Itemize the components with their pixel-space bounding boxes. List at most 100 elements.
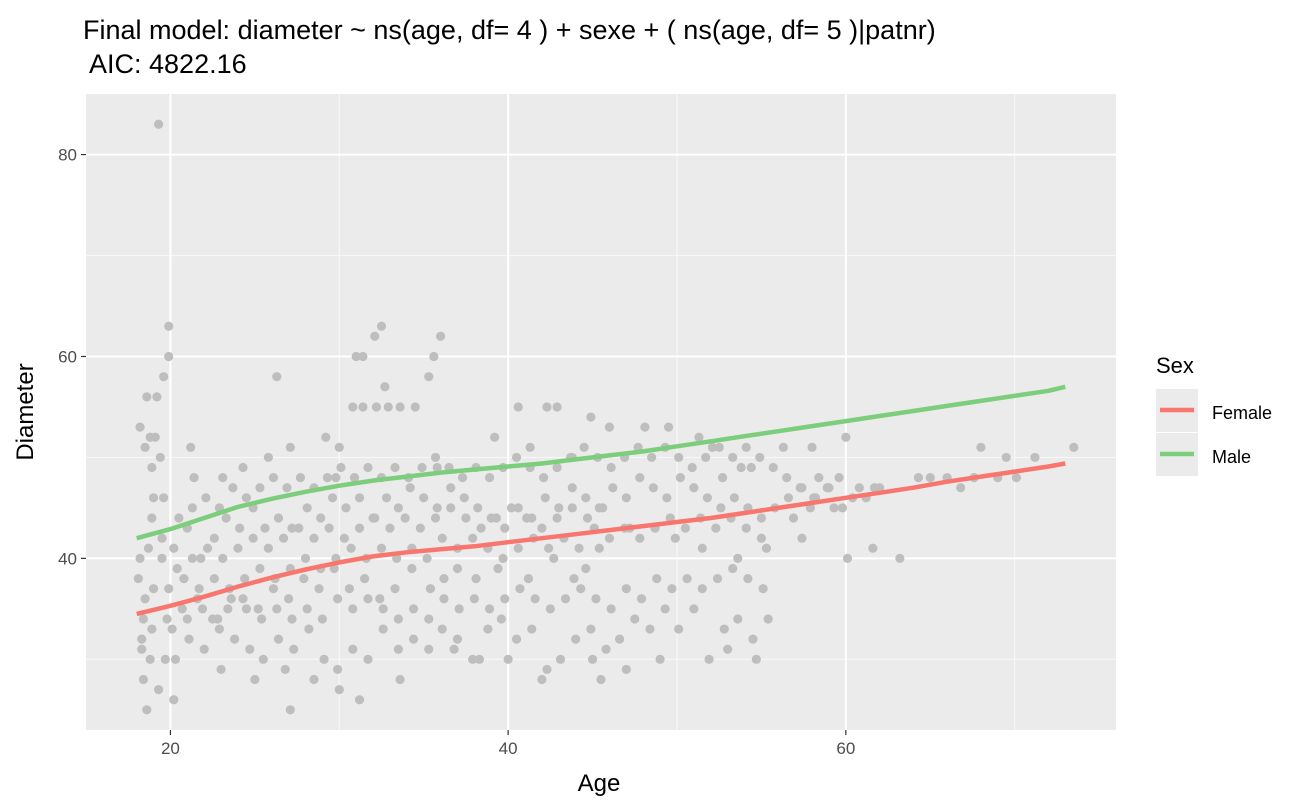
- data-point: [147, 513, 157, 523]
- data-point: [452, 563, 463, 574]
- data-point: [503, 654, 513, 664]
- series-line-male: [136, 384, 1066, 541]
- data-point: [663, 422, 674, 432]
- data-point: [405, 483, 415, 493]
- data-point: [263, 543, 273, 553]
- data-point: [604, 422, 615, 432]
- data-point: [1030, 452, 1040, 463]
- data-point: [137, 634, 147, 644]
- data-point: [393, 644, 403, 654]
- data-point: [581, 563, 591, 574]
- data-point: [483, 624, 493, 634]
- data-point: [768, 462, 778, 473]
- data-point: [143, 543, 154, 553]
- data-point: [552, 402, 562, 412]
- data-point: [814, 473, 824, 483]
- data-point: [758, 584, 768, 594]
- data-point: [299, 573, 309, 584]
- data-point: [294, 523, 304, 533]
- data-point: [324, 523, 334, 533]
- data-point: [424, 614, 434, 624]
- data-point: [159, 493, 169, 503]
- data-point: [341, 503, 351, 513]
- data-point: [304, 624, 314, 634]
- data-point: [354, 695, 365, 705]
- data-point: [273, 513, 284, 523]
- data-point: [635, 533, 645, 543]
- data-point: [228, 483, 238, 493]
- y-tick-label: 60: [58, 347, 77, 366]
- data-point: [621, 493, 631, 503]
- data-point: [976, 442, 986, 452]
- data-point: [729, 493, 739, 503]
- data-point: [240, 573, 250, 584]
- data-point: [712, 573, 723, 584]
- data-point: [435, 331, 446, 341]
- legend-title: Sex: [1156, 353, 1194, 378]
- data-point: [417, 462, 427, 473]
- data-point: [154, 685, 164, 695]
- data-point: [282, 483, 292, 493]
- data-point: [302, 503, 312, 513]
- data-point: [763, 614, 773, 624]
- legend-label-male: Male: [1212, 447, 1251, 467]
- data-point: [549, 553, 559, 563]
- data-point: [170, 654, 181, 664]
- data-point: [268, 584, 279, 594]
- data-point: [393, 614, 403, 624]
- data-point: [221, 513, 231, 523]
- data-point: [363, 462, 373, 473]
- data-point: [687, 462, 697, 473]
- data-point: [348, 402, 358, 412]
- data-point: [674, 452, 684, 463]
- data-point: [172, 563, 182, 574]
- data-point: [468, 654, 478, 664]
- data-point: [956, 483, 966, 493]
- data-point: [395, 402, 405, 412]
- data-point: [571, 634, 581, 644]
- data-point: [317, 614, 327, 624]
- data-point: [837, 503, 848, 513]
- data-point: [370, 513, 380, 523]
- data-point: [235, 523, 245, 533]
- data-point: [145, 654, 155, 664]
- data-point: [682, 573, 692, 584]
- data-point: [148, 584, 159, 594]
- data-point: [331, 473, 341, 483]
- data-point: [260, 523, 270, 533]
- data-point: [459, 493, 469, 503]
- data-point: [552, 462, 562, 473]
- data-point: [255, 483, 265, 493]
- data-point: [741, 442, 751, 452]
- data-point: [336, 462, 346, 473]
- data-point: [542, 402, 552, 412]
- data-point: [390, 462, 400, 473]
- data-point: [202, 543, 213, 553]
- data-point: [385, 523, 395, 533]
- data-point: [674, 624, 684, 634]
- data-point: [476, 523, 486, 533]
- data-point: [567, 483, 577, 493]
- data-point: [410, 402, 420, 412]
- data-point: [408, 634, 419, 644]
- data-point: [332, 664, 343, 675]
- data-point: [160, 654, 170, 664]
- data-point: [728, 563, 738, 574]
- data-point: [748, 634, 758, 644]
- data-point: [728, 452, 738, 463]
- series-line-female: [136, 461, 1066, 617]
- data-point: [280, 664, 290, 675]
- data-point: [351, 351, 361, 362]
- data-point: [148, 493, 159, 503]
- data-point: [354, 523, 365, 533]
- data-point: [530, 594, 540, 604]
- data-point: [491, 513, 501, 523]
- data-point: [309, 533, 319, 543]
- data-point: [167, 624, 177, 634]
- data-point: [316, 513, 326, 523]
- data-point: [272, 604, 282, 614]
- data-point: [164, 321, 174, 331]
- data-point: [425, 584, 436, 594]
- data-point: [392, 553, 402, 563]
- data-point: [400, 513, 410, 523]
